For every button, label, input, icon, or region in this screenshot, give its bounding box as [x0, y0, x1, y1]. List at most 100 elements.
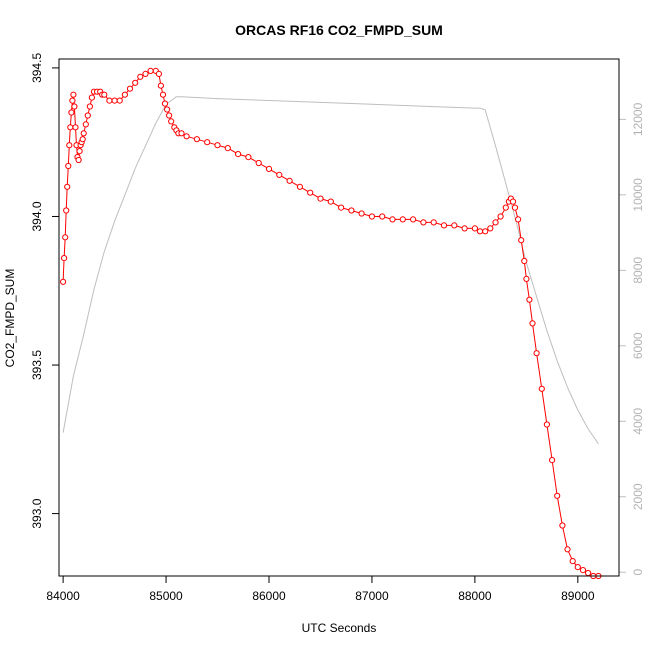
- x-tick-label: 87000: [355, 589, 389, 603]
- x-tick-label: 89000: [561, 589, 595, 603]
- y2-tick-label: 2000: [631, 483, 645, 510]
- data-point: [265, 165, 273, 172]
- data-point: [75, 156, 82, 164]
- y2-tick-label: 12000: [631, 102, 645, 136]
- data-point: [65, 162, 72, 170]
- data-point: [63, 207, 70, 214]
- data-point: [487, 225, 494, 232]
- data-point: [440, 222, 448, 229]
- data-point: [84, 112, 91, 119]
- data-point: [286, 177, 293, 184]
- data-point: [543, 421, 551, 428]
- data-point: [529, 320, 536, 327]
- data-point: [132, 79, 139, 86]
- data-point: [155, 70, 162, 78]
- data-point: [564, 546, 571, 553]
- y2-tick-label: 4000: [631, 408, 645, 435]
- data-point: [538, 385, 545, 392]
- y-tick-label: 394.5: [30, 53, 44, 83]
- data-point: [106, 97, 113, 104]
- data-point: [71, 103, 78, 110]
- primary-series: [60, 67, 602, 580]
- data-point: [389, 216, 396, 223]
- plot-frame: [58, 58, 620, 577]
- y2-tick-label: 8000: [631, 257, 645, 284]
- data-point: [111, 97, 118, 104]
- data-point: [79, 136, 86, 143]
- data-point: [70, 91, 77, 98]
- data-point: [82, 121, 89, 128]
- data-point: [61, 255, 68, 262]
- data-point: [178, 130, 185, 137]
- data-point: [509, 198, 517, 205]
- data-point: [193, 136, 200, 143]
- chart-title: ORCAS RF16 CO2_FMPD_SUM: [235, 22, 443, 38]
- data-point: [368, 213, 375, 220]
- data-point: [511, 204, 519, 211]
- data-point: [358, 210, 365, 217]
- data-point: [60, 278, 67, 285]
- data-point: [296, 183, 303, 190]
- data-point: [317, 195, 324, 202]
- y2-tick-label: 10000: [631, 178, 645, 212]
- data-point: [276, 171, 283, 178]
- data-point: [476, 228, 484, 235]
- data-point: [518, 237, 525, 244]
- data-point: [348, 207, 355, 214]
- data-point: [166, 112, 173, 119]
- data-point: [420, 219, 427, 226]
- y-tick-label: 394.0: [30, 201, 44, 231]
- data-point: [471, 225, 478, 232]
- data-point: [410, 216, 417, 223]
- data-point: [327, 198, 334, 205]
- y-axis-label: CO2_FMPD_SUM: [3, 269, 17, 368]
- data-point: [461, 225, 468, 232]
- data-point: [492, 219, 499, 226]
- data-point: [204, 139, 211, 146]
- data-point: [69, 97, 76, 104]
- secondary-series: [62, 96, 599, 445]
- data-point: [86, 103, 94, 110]
- x-tick-label: 84000: [46, 589, 80, 603]
- y-tick-label: 393.5: [30, 350, 44, 380]
- data-point: [147, 67, 154, 75]
- data-point: [502, 204, 509, 211]
- data-point: [116, 97, 123, 104]
- secondary-series-line: [62, 96, 599, 445]
- data-point: [161, 100, 169, 107]
- data-point: [157, 82, 164, 89]
- data-point: [76, 148, 83, 155]
- data-point: [338, 204, 345, 211]
- data-point: [159, 91, 167, 98]
- data-point: [379, 213, 386, 220]
- data-point: [451, 222, 458, 229]
- data-point: [121, 91, 129, 98]
- y-tick-label: 393.0: [30, 498, 44, 528]
- data-point: [168, 118, 175, 125]
- data-point: [62, 234, 69, 241]
- data-point: [554, 492, 561, 499]
- data-point: [399, 216, 406, 223]
- data-point: [482, 228, 489, 235]
- data-point: [68, 109, 75, 116]
- y2-tick-label: 0: [631, 569, 645, 576]
- data-point: [559, 522, 566, 529]
- data-point: [245, 154, 252, 161]
- data-point: [224, 145, 231, 152]
- data-point: [235, 151, 242, 158]
- x-tick-label: 88000: [458, 589, 492, 603]
- data-point: [526, 296, 533, 303]
- data-point: [126, 85, 134, 92]
- data-point: [88, 94, 96, 101]
- data-point: [80, 130, 87, 137]
- data-point: [64, 183, 71, 190]
- data-point: [579, 567, 587, 574]
- data-point: [72, 124, 79, 131]
- data-point: [67, 124, 74, 131]
- data-point: [214, 142, 221, 149]
- data-point: [255, 159, 262, 167]
- data-point: [549, 457, 556, 464]
- data-point: [585, 569, 592, 577]
